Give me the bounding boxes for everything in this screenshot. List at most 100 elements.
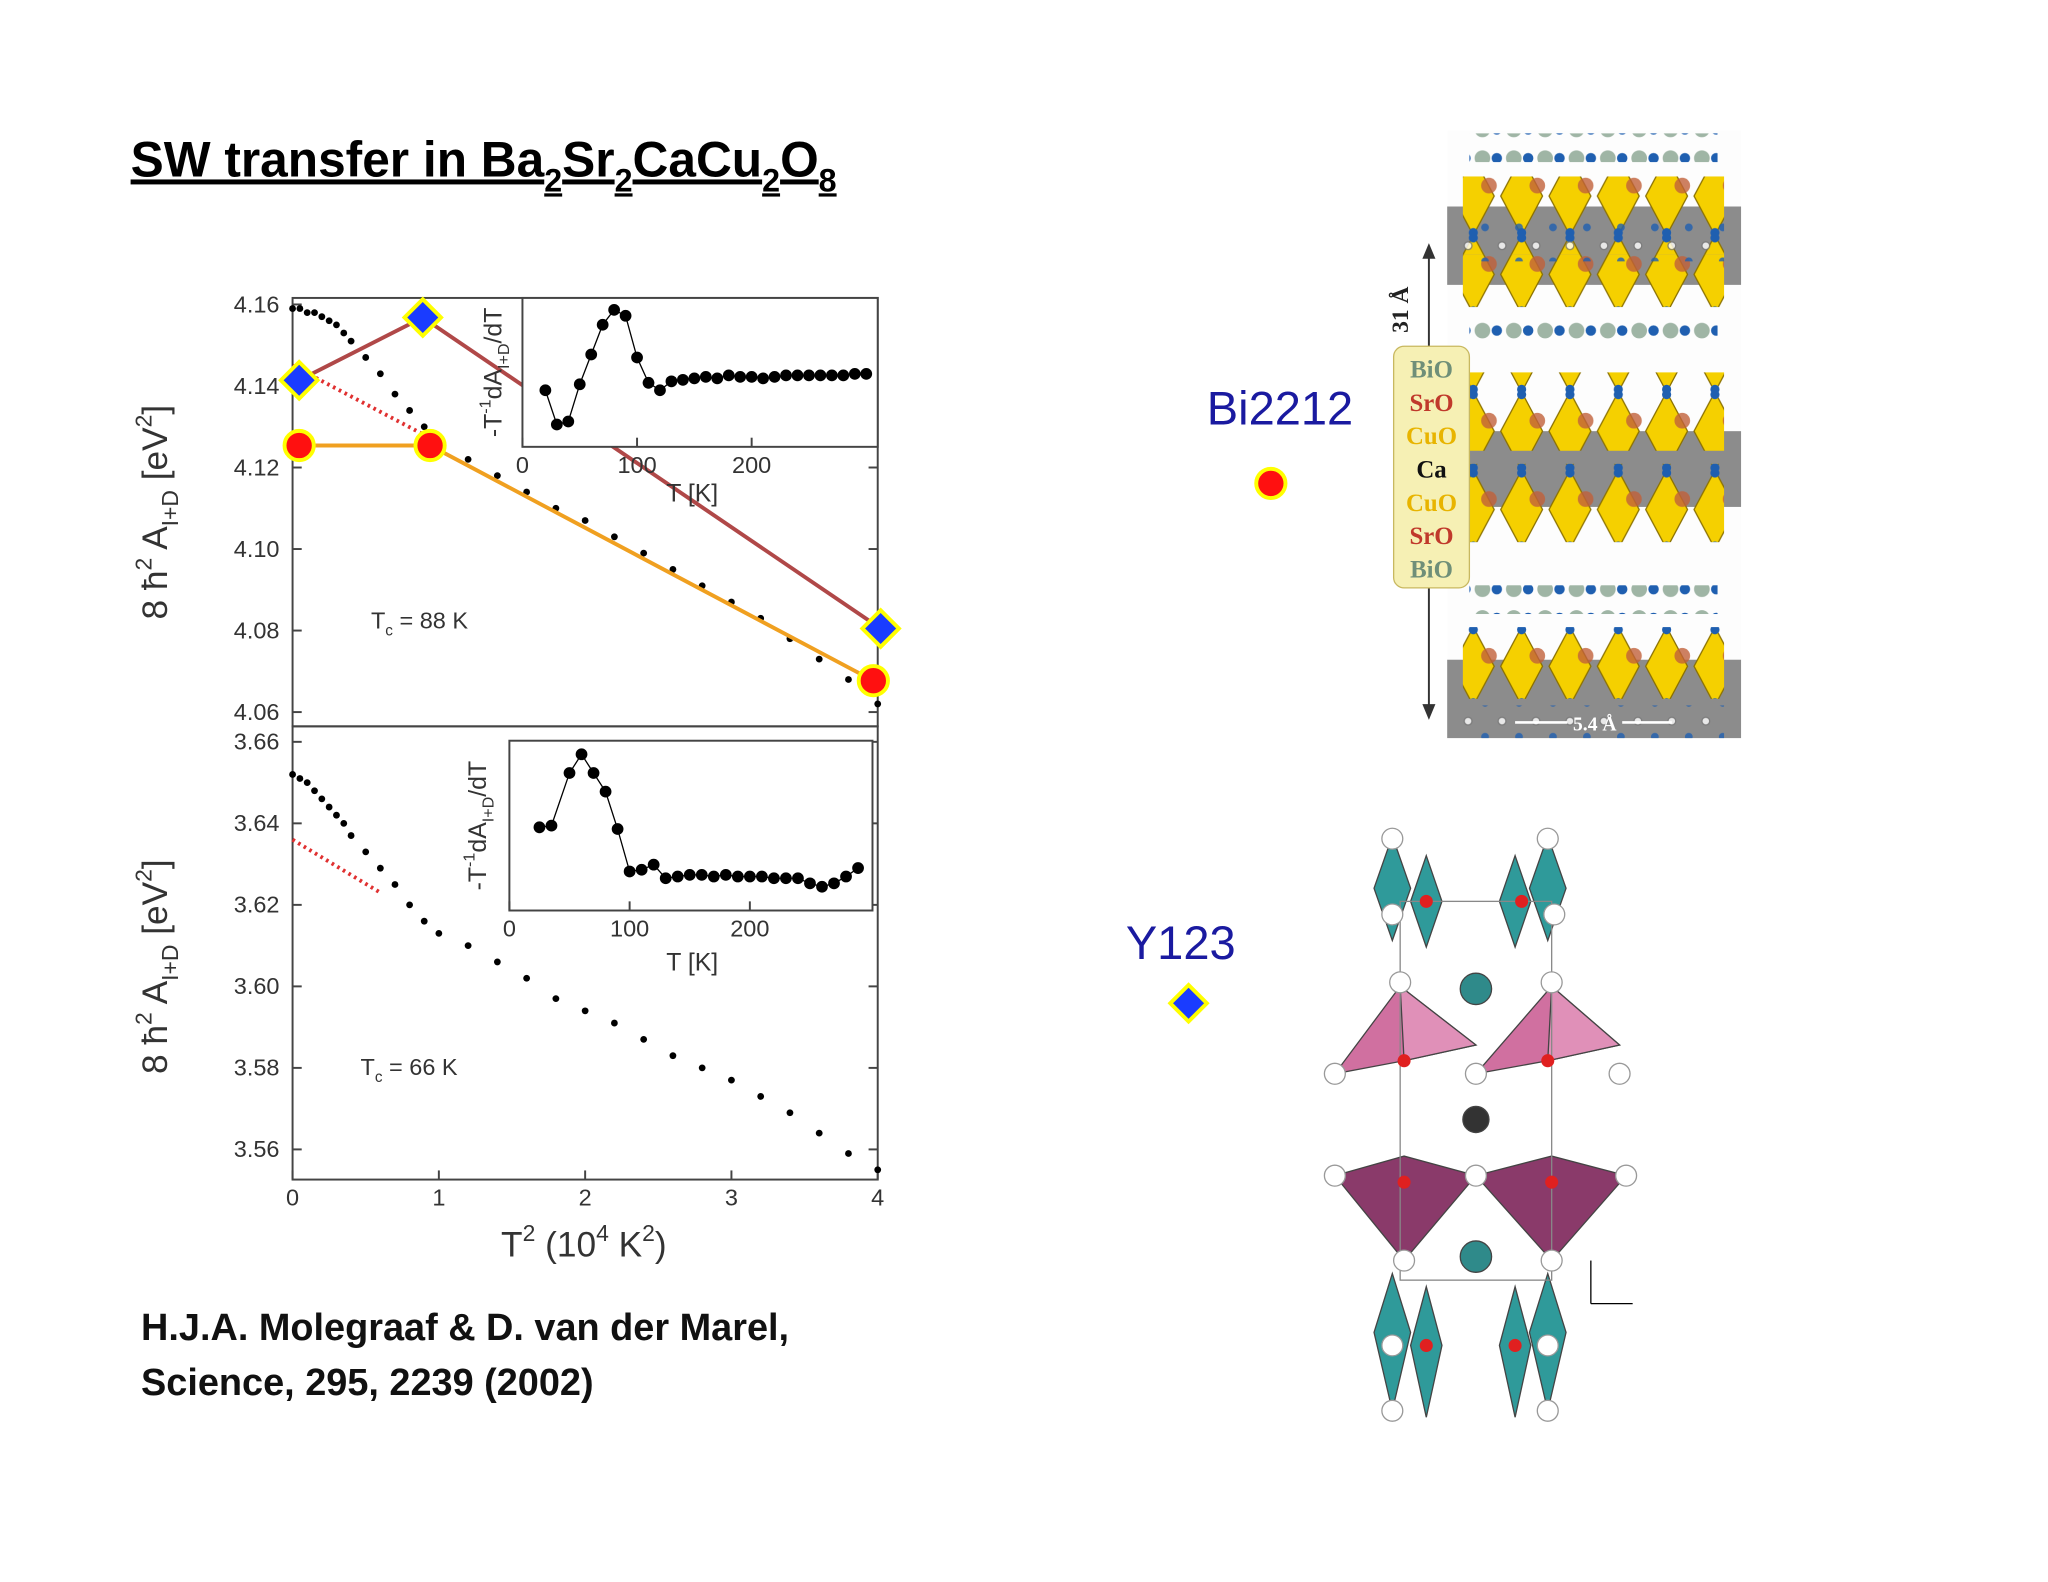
y-tick-label: 4.10 xyxy=(234,536,280,562)
y-tick-label: 4.08 xyxy=(234,617,280,643)
text-segment: -T xyxy=(481,414,508,437)
data-point xyxy=(523,974,531,982)
x-tick-label: 0 xyxy=(286,1185,299,1211)
text-segment: 2 xyxy=(544,162,562,198)
text-segment: 2 xyxy=(523,1220,536,1246)
data-point xyxy=(581,517,589,524)
data-point xyxy=(665,375,678,388)
data-point xyxy=(311,309,318,317)
text-segment: 2 xyxy=(130,558,156,571)
data-point xyxy=(786,1109,794,1117)
text-segment: 8 ħ xyxy=(136,570,175,619)
data-point xyxy=(362,848,370,856)
data-point xyxy=(731,870,744,883)
data-point xyxy=(688,372,701,385)
data-point xyxy=(563,767,576,779)
data-point xyxy=(325,317,333,325)
data-point xyxy=(575,748,588,761)
text-segment: -T xyxy=(465,867,492,890)
text-segment: 2 xyxy=(615,162,633,198)
data-point xyxy=(611,1019,618,1027)
text-segment: -1 xyxy=(476,399,494,413)
data-point xyxy=(289,771,296,778)
data-point xyxy=(464,455,472,463)
data-point xyxy=(745,370,758,383)
annotation: Tc = 88 K xyxy=(371,607,468,639)
data-point xyxy=(845,676,852,683)
data-point xyxy=(671,870,684,883)
data-marker xyxy=(401,296,444,339)
data-point xyxy=(347,337,355,345)
data-point xyxy=(845,1150,852,1157)
data-point xyxy=(654,384,666,397)
data-marker xyxy=(859,607,902,650)
data-point xyxy=(734,370,747,383)
data-point xyxy=(562,415,575,428)
data-point xyxy=(585,348,598,361)
text-segment: ] xyxy=(136,859,175,869)
data-point xyxy=(391,881,399,888)
data-point xyxy=(493,472,501,480)
data-marker xyxy=(278,359,321,402)
text-segment: c xyxy=(375,1069,383,1086)
data-point xyxy=(780,369,792,382)
text-segment: T xyxy=(360,1054,374,1080)
data-point xyxy=(722,369,735,382)
text-segment: A xyxy=(136,980,175,1012)
y-tick-label: 4.16 xyxy=(234,291,280,317)
data-point xyxy=(647,858,660,871)
data-point xyxy=(303,309,311,317)
y-tick-label: 3.64 xyxy=(234,810,280,836)
data-point xyxy=(539,384,552,397)
text-segment: I+D xyxy=(479,797,497,823)
x-axis-label: T [K] xyxy=(666,481,718,508)
data-point xyxy=(814,369,827,382)
compound-marker xyxy=(1254,466,1288,500)
data-point xyxy=(311,787,318,795)
data-point xyxy=(545,819,558,832)
data-point xyxy=(803,369,815,382)
data-point xyxy=(289,305,296,312)
text-segment: 8 ħ xyxy=(136,1025,175,1074)
data-point xyxy=(340,819,348,827)
data-point xyxy=(296,775,304,782)
data-point xyxy=(631,351,643,364)
citation-line: H.J.A. Molegraaf & D. van der Marel, xyxy=(141,1307,789,1349)
x-axis-label: T2 (104 K2) xyxy=(501,1220,667,1265)
text-segment: I+D xyxy=(157,490,183,526)
text-segment: [eV xyxy=(136,881,175,944)
data-point xyxy=(376,370,384,378)
text-segment: I+D xyxy=(157,945,183,981)
layer-label: SrO xyxy=(1409,523,1453,550)
data-point xyxy=(743,870,756,883)
layer-label: BiO xyxy=(1410,357,1453,384)
data-point xyxy=(608,303,621,316)
data-marker xyxy=(282,428,316,463)
data-point xyxy=(587,767,600,779)
data-point xyxy=(325,803,333,811)
x-tick-label: 200 xyxy=(732,452,771,478)
annotation: Tc = 66 K xyxy=(360,1054,457,1086)
citation-line: Science, 295, 2239 (2002) xyxy=(141,1362,594,1404)
bi2212-structure xyxy=(1392,130,1742,739)
data-point xyxy=(669,566,677,573)
text-segment: 2 xyxy=(130,1012,156,1025)
x-tick-label: 100 xyxy=(617,452,656,478)
data-point xyxy=(728,1076,735,1084)
data-point xyxy=(619,309,632,322)
data-point xyxy=(599,785,612,798)
data-point xyxy=(837,369,850,382)
c-axis-label: 31 Å xyxy=(1388,286,1414,332)
data-point xyxy=(640,1035,648,1043)
x-tick-label: 1 xyxy=(432,1185,445,1211)
slide-title: SW transfer in Ba2Sr2CaCu2O8 xyxy=(131,131,837,198)
data-point xyxy=(707,870,720,883)
data-point xyxy=(318,313,326,321)
data-point xyxy=(333,321,340,329)
data-point xyxy=(552,995,560,1003)
x-tick-label: 200 xyxy=(730,916,769,942)
data-point xyxy=(318,795,326,803)
data-point xyxy=(391,390,399,398)
data-point xyxy=(362,354,370,361)
